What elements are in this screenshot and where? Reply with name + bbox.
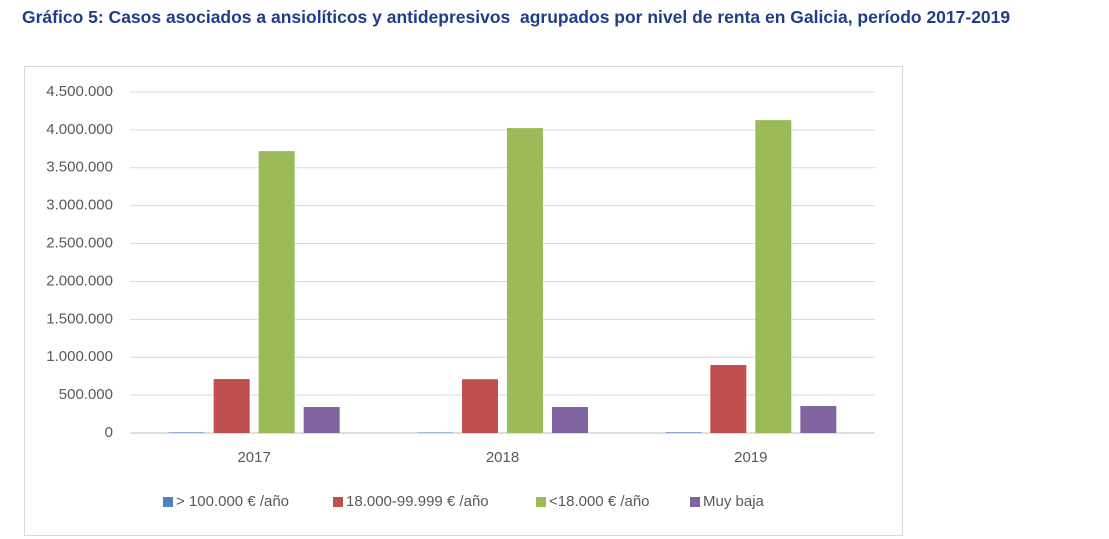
bar — [258, 151, 295, 433]
chart-title: Gráfico 5: Casos asociados a ansiolítico… — [22, 7, 1011, 27]
y-tick-label: 1.000.000 — [46, 348, 113, 365]
bar — [417, 432, 453, 433]
bar — [665, 432, 702, 433]
y-tick-label: 1.500.000 — [46, 310, 113, 327]
bar — [168, 432, 205, 433]
legend-label: Muy baja — [703, 493, 765, 510]
bar — [303, 407, 340, 433]
bar — [507, 128, 543, 433]
y-tick-label: 4.500.000 — [46, 83, 113, 100]
bar — [710, 365, 747, 433]
y-tick-label: 0 — [105, 424, 113, 441]
y-tick-label: 500.000 — [59, 386, 113, 403]
legend-label: <18.000 € /año — [549, 493, 650, 510]
bar — [552, 407, 588, 433]
y-tick-label: 3.500.000 — [46, 159, 113, 176]
x-tick-label: 2018 — [486, 449, 519, 466]
legend-swatch — [690, 497, 700, 507]
chart-border — [24, 66, 903, 536]
y-tick-label: 4.000.000 — [46, 121, 113, 138]
x-tick-label: 2017 — [237, 449, 270, 466]
legend-swatch — [163, 497, 173, 507]
legend-swatch — [536, 497, 546, 507]
legend-label: > 100.000 € /año — [176, 493, 289, 510]
bar — [462, 379, 498, 433]
legend-label: 18.000-99.999 € /año — [346, 493, 489, 510]
y-tick-label: 3.000.000 — [46, 197, 113, 214]
y-tick-label: 2.000.000 — [46, 272, 113, 289]
bar — [755, 120, 792, 433]
y-tick-label: 2.500.000 — [46, 235, 113, 252]
legend-swatch — [333, 497, 343, 507]
bar — [213, 379, 250, 433]
x-tick-label: 2019 — [734, 449, 767, 466]
bar — [800, 406, 837, 433]
